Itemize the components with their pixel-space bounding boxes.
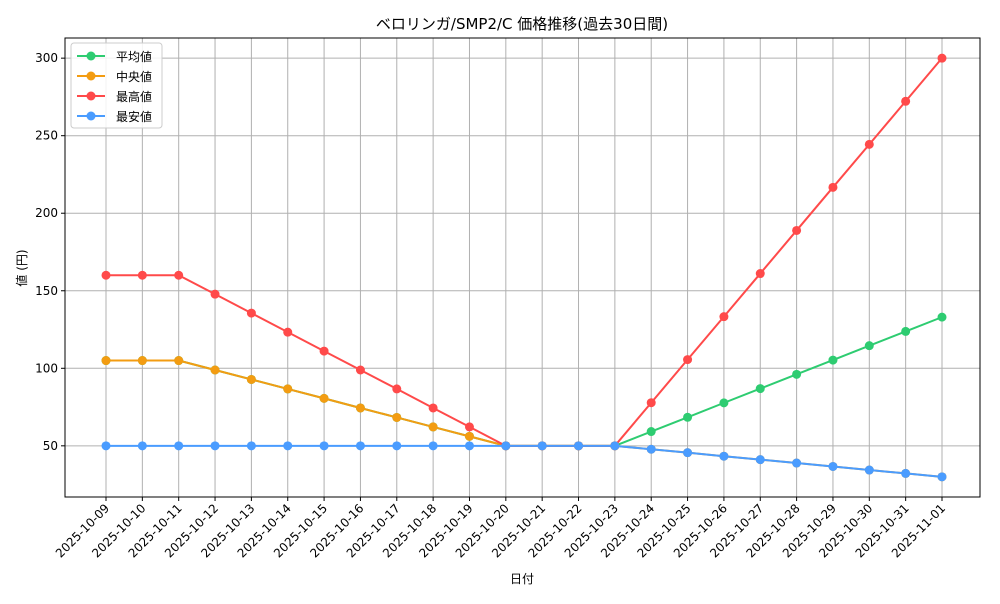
data-point [864, 139, 874, 149]
data-point [901, 96, 911, 106]
data-point [501, 441, 511, 451]
data-point [464, 422, 474, 432]
data-point [828, 461, 838, 471]
data-point [864, 465, 874, 475]
series-line [106, 57, 943, 447]
y-tick-label: 100 [35, 361, 58, 375]
data-point [683, 412, 693, 422]
series-line [106, 359, 943, 478]
data-point [683, 448, 693, 458]
y-tick-label: 150 [35, 284, 58, 298]
data-point [428, 422, 438, 432]
data-point [792, 458, 802, 468]
data-point [864, 341, 874, 351]
data-point [755, 384, 765, 394]
data-point [646, 427, 656, 437]
data-point [719, 312, 729, 322]
data-point [319, 346, 329, 356]
data-point [901, 468, 911, 478]
data-point [646, 444, 656, 454]
data-point [246, 441, 256, 451]
series-line [106, 444, 943, 478]
data-point [755, 455, 765, 465]
data-point [210, 289, 220, 299]
data-point [101, 270, 111, 280]
data-point [137, 270, 147, 280]
series-line [106, 316, 943, 447]
data-point [828, 355, 838, 365]
y-tick-label: 250 [35, 129, 58, 143]
data-point [828, 182, 838, 192]
series-3 [101, 441, 947, 482]
data-point [355, 441, 365, 451]
data-point [792, 225, 802, 235]
data-point [101, 356, 111, 366]
data-point [646, 398, 656, 408]
data-point [355, 403, 365, 413]
data-point [283, 327, 293, 337]
data-point [574, 441, 584, 451]
y-tick-label: 50 [43, 439, 58, 453]
legend-label: 最安値 [116, 109, 152, 124]
data-point [719, 451, 729, 461]
data-point [464, 431, 474, 441]
data-point [283, 384, 293, 394]
y-tick-label: 300 [35, 51, 58, 65]
legend-label: 平均値 [116, 49, 152, 64]
data-point [174, 270, 184, 280]
data-point [464, 441, 474, 451]
data-point [428, 441, 438, 451]
data-point [428, 403, 438, 413]
data-point [792, 369, 802, 379]
data-point [246, 374, 256, 384]
legend-label: 最高値 [116, 89, 152, 104]
data-point [755, 269, 765, 279]
data-point [137, 441, 147, 451]
legend-label: 中央値 [116, 69, 152, 84]
data-point [719, 398, 729, 408]
data-point [937, 312, 947, 322]
series-0 [101, 312, 947, 451]
legend-marker [86, 71, 96, 81]
y-tick-label: 200 [35, 206, 58, 220]
x-axis-label: 日付 [510, 572, 534, 586]
chart-title: ベロリンガ/SMP2/C 価格推移(過去30日間) [376, 15, 668, 33]
series-group [101, 53, 947, 482]
legend-marker [86, 91, 96, 101]
data-point [392, 384, 402, 394]
data-point [610, 441, 620, 451]
data-point [392, 441, 402, 451]
series-2 [101, 53, 947, 451]
x-axis: 2025-10-092025-10-102025-10-112025-10-12… [53, 497, 948, 560]
data-point [355, 365, 365, 375]
legend-box [70, 42, 163, 129]
data-point [174, 441, 184, 451]
data-point [101, 441, 111, 451]
data-point [210, 441, 220, 451]
y-axis: 50 100 150 200 250 300 [35, 51, 65, 453]
data-point [683, 355, 693, 365]
data-point [319, 441, 329, 451]
data-point [937, 472, 947, 482]
data-point [392, 412, 402, 422]
data-point [901, 326, 911, 336]
legend-marker [86, 51, 96, 61]
data-point [319, 393, 329, 403]
series-1 [101, 356, 947, 482]
data-point [210, 365, 220, 375]
y-axis-label: 値 (円) [14, 249, 29, 286]
grid [65, 38, 980, 497]
data-point [283, 441, 293, 451]
plot-frame [64, 37, 981, 498]
data-point [246, 308, 256, 318]
data-point [937, 53, 947, 63]
data-point [537, 441, 547, 451]
legend-marker [86, 111, 96, 121]
data-point [137, 356, 147, 366]
data-point [174, 356, 184, 366]
